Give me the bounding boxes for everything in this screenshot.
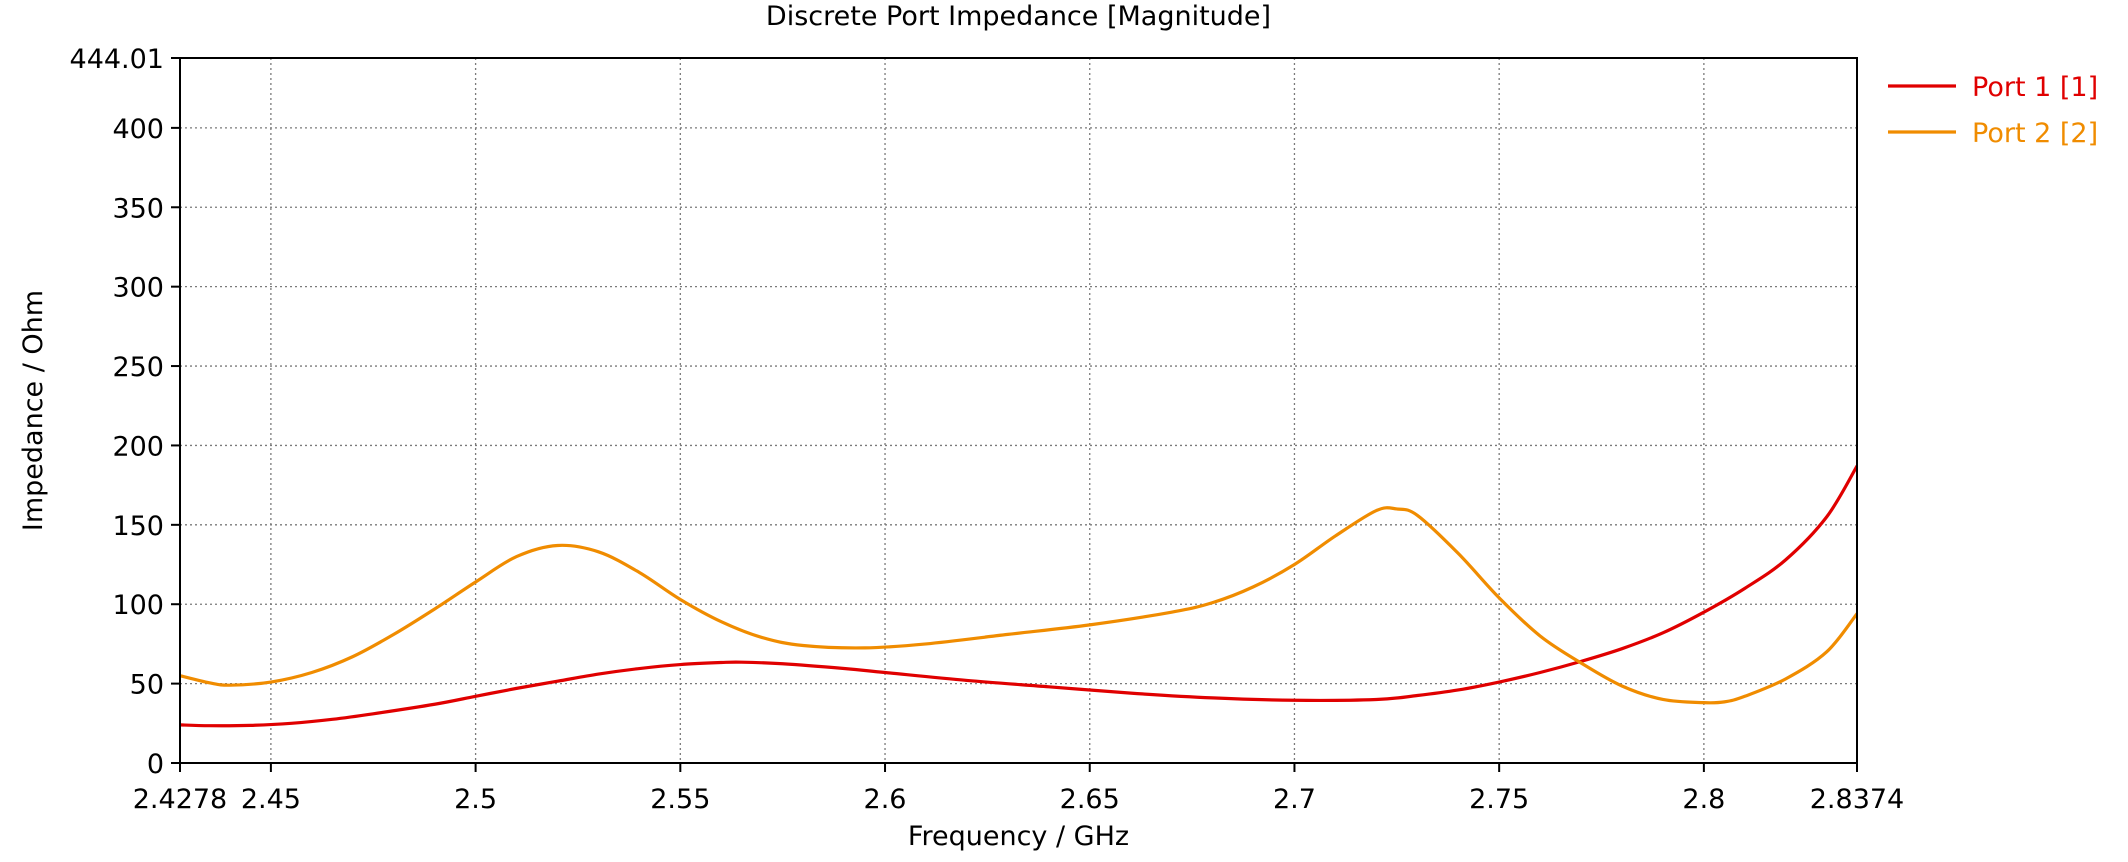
x-tick-label: 2.6 bbox=[864, 784, 907, 815]
y-tick-label: 400 bbox=[112, 114, 164, 145]
y-tick-label: 150 bbox=[112, 511, 164, 542]
legend: Port 1 [1] Port 2 [2] bbox=[1888, 72, 2098, 149]
chart-title: Discrete Port Impedance [Magnitude] bbox=[766, 1, 1271, 32]
series-lines bbox=[180, 464, 1857, 728]
y-tick-label: 0 bbox=[147, 749, 164, 780]
plot-frame bbox=[179, 57, 1858, 764]
x-tick-label: 2.55 bbox=[650, 784, 710, 815]
y-tick-label: 300 bbox=[112, 273, 164, 304]
x-tick-label: 2.75 bbox=[1469, 784, 1529, 815]
axis-ticks: 2.4278 2.45 2.5 2.55 2.6 2.65 2.7 2.75 2.8 2.8374… bbox=[70, 44, 1905, 815]
x-tick-label: 2.65 bbox=[1060, 784, 1120, 815]
x-tick-label: 2.4278 bbox=[133, 784, 227, 815]
x-tick-label: 2.7 bbox=[1273, 784, 1316, 815]
x-tick-label: 2.5 bbox=[454, 784, 497, 815]
legend-label-port-1: Port 1 [1] bbox=[1972, 72, 2098, 103]
legend-label-port-2: Port 2 [2] bbox=[1972, 118, 2098, 149]
y-axis-title: Impedance / Ohm bbox=[18, 290, 49, 531]
y-tick-label: 444.01 bbox=[70, 44, 164, 75]
x-tick-label: 2.8 bbox=[1682, 784, 1725, 815]
x-axis-title: Frequency / GHz bbox=[908, 821, 1129, 852]
x-tick-label: 2.45 bbox=[241, 784, 301, 815]
y-tick-label: 200 bbox=[112, 431, 164, 462]
y-tick-label: 350 bbox=[112, 193, 164, 224]
series-line-port-2 bbox=[180, 506, 1857, 705]
y-tick-label: 250 bbox=[112, 352, 164, 383]
y-tick-label: 50 bbox=[130, 670, 164, 701]
y-tick-label: 100 bbox=[112, 590, 164, 621]
series-line-port-1 bbox=[180, 464, 1857, 728]
x-tick-label: 2.8374 bbox=[1810, 784, 1904, 815]
